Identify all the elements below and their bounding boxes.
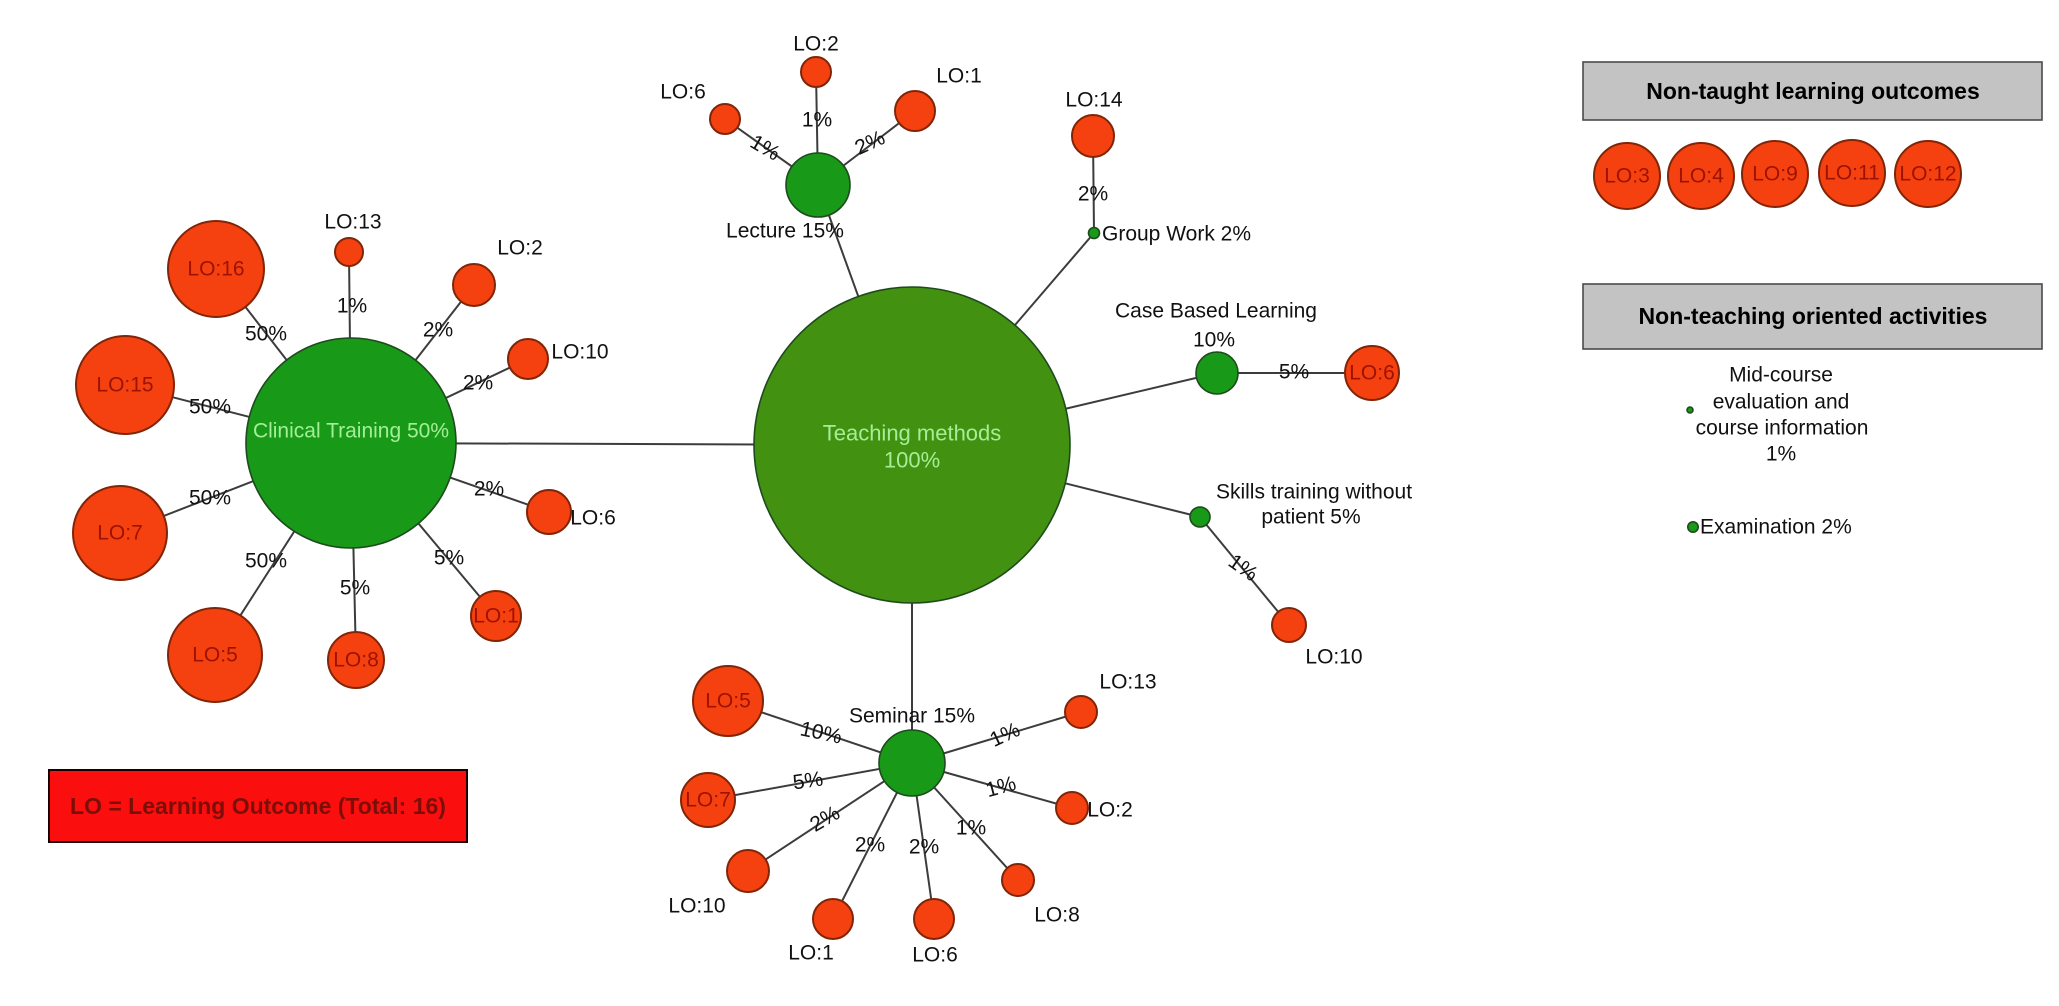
svg-text:evaluation and: evaluation and (1713, 391, 1850, 414)
svg-text:2%: 2% (463, 372, 493, 395)
svg-text:LO:3: LO:3 (1604, 165, 1650, 188)
svg-text:50%: 50% (189, 396, 231, 419)
svg-text:5%: 5% (434, 547, 464, 570)
svg-text:LO = Learning Outcome (Total:: LO = Learning Outcome (Total: 16) (70, 793, 446, 819)
svg-text:50%: 50% (245, 323, 287, 346)
svg-text:5%: 5% (340, 577, 370, 600)
svg-text:Case Based Learning: Case Based Learning (1115, 300, 1317, 323)
svg-text:LO:5: LO:5 (705, 690, 751, 713)
svg-text:LO:12: LO:12 (1899, 163, 1956, 186)
svg-text:LO:14: LO:14 (1065, 89, 1123, 112)
svg-text:Group Work 2%: Group Work 2% (1102, 223, 1251, 246)
svg-text:LO:7: LO:7 (97, 522, 143, 545)
svg-text:2%: 2% (1078, 183, 1108, 206)
svg-text:2%: 2% (423, 319, 453, 342)
svg-text:LO:2: LO:2 (1087, 799, 1133, 822)
svg-text:2%: 2% (909, 836, 939, 859)
svg-text:1%: 1% (802, 109, 832, 132)
svg-text:1%: 1% (956, 817, 986, 840)
svg-text:LO:13: LO:13 (1099, 671, 1156, 694)
svg-text:LO:1: LO:1 (788, 942, 834, 965)
svg-text:LO:2: LO:2 (497, 237, 543, 260)
svg-text:patient 5%: patient 5% (1261, 506, 1360, 529)
svg-text:LO:10: LO:10 (668, 895, 725, 918)
svg-text:LO:6: LO:6 (912, 944, 958, 967)
svg-text:LO:10: LO:10 (1305, 646, 1362, 669)
svg-text:Clinical Training 50%: Clinical Training 50% (253, 420, 449, 443)
svg-text:2%: 2% (474, 478, 504, 501)
svg-text:Lecture 15%: Lecture 15% (726, 220, 844, 243)
svg-text:LO:2: LO:2 (793, 33, 839, 56)
svg-text:Non-taught learning outcomes: Non-taught learning outcomes (1646, 78, 1980, 104)
svg-text:LO:10: LO:10 (551, 341, 608, 364)
svg-text:1%: 1% (1766, 443, 1796, 466)
svg-text:Mid-course: Mid-course (1729, 364, 1833, 387)
svg-text:Seminar 15%: Seminar 15% (849, 705, 975, 728)
svg-text:LO:6: LO:6 (570, 507, 616, 530)
svg-text:100%: 100% (884, 448, 940, 473)
svg-text:LO:1: LO:1 (473, 605, 519, 628)
svg-text:LO:8: LO:8 (333, 649, 379, 672)
svg-text:1%: 1% (337, 295, 367, 318)
svg-text:LO:9: LO:9 (1752, 163, 1798, 186)
svg-text:Skills training without: Skills training without (1216, 481, 1412, 504)
svg-text:50%: 50% (189, 487, 231, 510)
svg-text:LO:11: LO:11 (1824, 162, 1880, 185)
svg-text:2%: 2% (855, 834, 885, 857)
svg-text:LO:8: LO:8 (1034, 904, 1080, 927)
svg-text:Non-teaching oriented activiti: Non-teaching oriented activities (1639, 303, 1988, 329)
svg-text:5%: 5% (791, 767, 824, 794)
svg-text:LO:15: LO:15 (96, 374, 153, 397)
svg-text:LO:6: LO:6 (660, 81, 706, 104)
svg-text:50%: 50% (245, 550, 287, 573)
svg-text:10%: 10% (1193, 329, 1235, 352)
svg-text:LO:5: LO:5 (192, 644, 238, 667)
svg-text:LO:1: LO:1 (936, 65, 982, 88)
svg-text:Examination 2%: Examination 2% (1700, 516, 1852, 539)
svg-text:course information: course information (1696, 417, 1869, 440)
svg-text:LO:4: LO:4 (1678, 165, 1724, 188)
svg-text:5%: 5% (1279, 361, 1309, 384)
svg-text:LO:6: LO:6 (1349, 362, 1395, 385)
svg-text:Teaching methods: Teaching methods (823, 421, 1002, 446)
svg-text:LO:13: LO:13 (324, 211, 381, 234)
svg-text:LO:16: LO:16 (187, 258, 244, 281)
svg-text:LO:7: LO:7 (685, 789, 731, 812)
